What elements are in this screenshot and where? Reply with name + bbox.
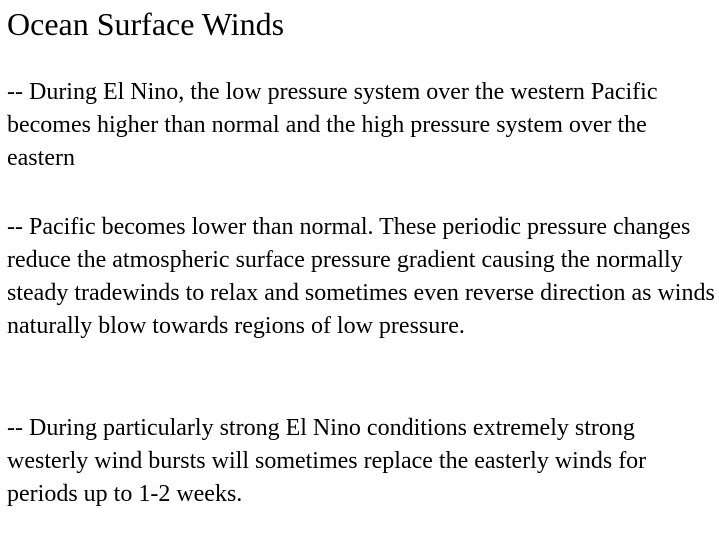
title: Ocean Surface Winds [7, 6, 285, 42]
paragraph: -- Pacific becomes lower than normal. Th… [7, 214, 715, 339]
paragraph: -- During El Nino, the low pressure syst… [7, 79, 658, 171]
paragraph: -- During particularly strong El Nino co… [7, 415, 647, 507]
